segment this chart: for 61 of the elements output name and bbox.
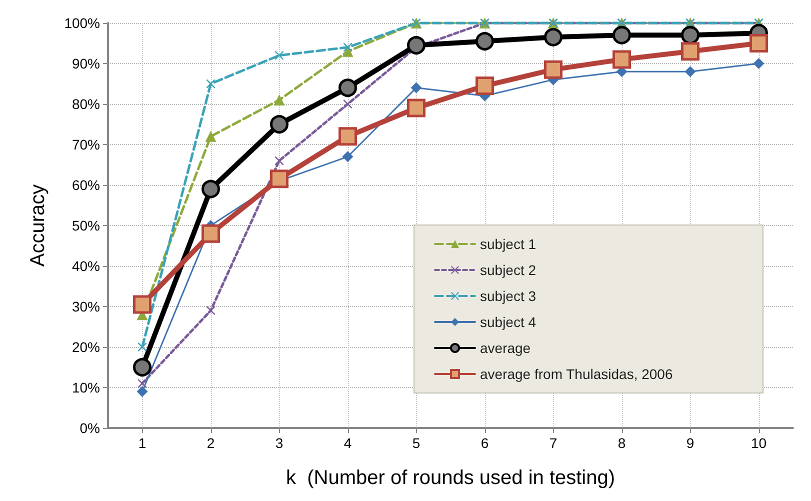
x-tick-label: 6 <box>480 435 489 451</box>
point <box>407 36 426 55</box>
point <box>206 306 216 316</box>
y-tick-label: 40% <box>72 258 100 274</box>
point <box>684 66 696 78</box>
point <box>410 82 422 94</box>
y-tick-label: 10% <box>72 380 100 396</box>
point <box>136 386 148 398</box>
point <box>342 46 354 57</box>
point <box>476 76 494 96</box>
point <box>133 295 152 314</box>
y-tick-label: 50% <box>72 218 100 234</box>
point <box>612 50 631 69</box>
x-axis-title: k (Number of rounds used in testing) <box>286 467 616 489</box>
y-tick-label: 0% <box>80 420 100 436</box>
point <box>544 60 562 79</box>
point <box>681 26 700 44</box>
x-tick-label: 1 <box>138 435 146 451</box>
point <box>133 358 152 376</box>
y-tick-label: 100% <box>64 15 100 31</box>
point <box>202 180 220 198</box>
point <box>274 50 284 60</box>
legend-label: subject 1 <box>480 236 536 252</box>
x-tick-label: 4 <box>344 435 352 451</box>
point <box>681 42 700 61</box>
point <box>612 26 631 44</box>
point <box>343 100 352 108</box>
y-axis-title: Accuracy <box>27 184 49 267</box>
y-tick-label: 70% <box>72 136 100 152</box>
x-tick-label: 8 <box>618 435 626 451</box>
y-tick-label: 80% <box>72 96 100 112</box>
x-tick-label: 7 <box>549 435 558 451</box>
point <box>274 94 285 106</box>
point <box>544 28 562 46</box>
legend-label: subject 4 <box>480 314 536 330</box>
y-tick-label: 20% <box>72 339 100 355</box>
legend-label: average from Thulasidas, 2006 <box>480 366 673 382</box>
x-tick-label: 2 <box>206 435 215 451</box>
y-tick-label: 90% <box>72 56 100 72</box>
x-tick-label: 9 <box>686 435 694 451</box>
legend-label: subject 2 <box>480 262 536 278</box>
point <box>138 342 147 352</box>
x-tick-label: 10 <box>750 435 767 451</box>
point <box>342 151 354 162</box>
point <box>338 78 357 98</box>
point <box>338 127 357 146</box>
x-tick-label: 5 <box>412 435 420 451</box>
point <box>270 170 288 188</box>
point <box>753 58 764 69</box>
y-tick-label: 60% <box>72 177 100 193</box>
x-tick-label: 3 <box>275 435 284 451</box>
y-tick-label: 30% <box>72 298 100 314</box>
point <box>750 34 768 52</box>
legend-label: subject 3 <box>480 288 536 304</box>
point <box>407 98 426 118</box>
point <box>205 130 216 142</box>
point <box>270 115 288 134</box>
point <box>476 32 494 50</box>
point <box>202 224 220 243</box>
point <box>138 378 147 388</box>
legend-label: average <box>480 340 531 356</box>
